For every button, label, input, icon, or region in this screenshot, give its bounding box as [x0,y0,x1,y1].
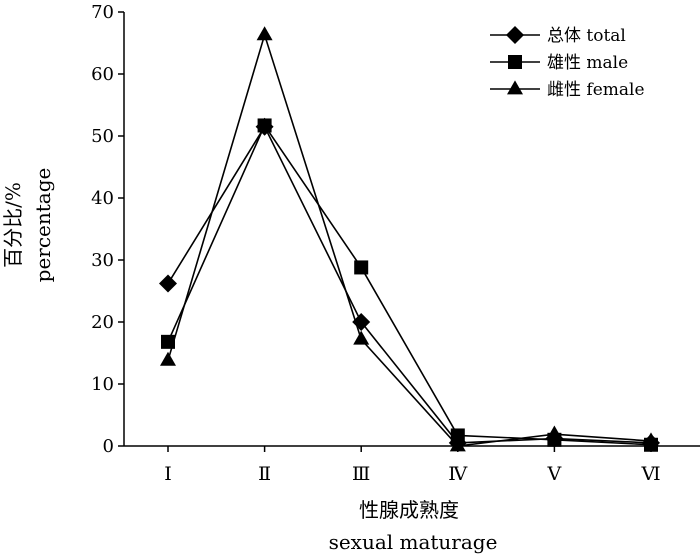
series-markers [159,26,660,452]
data-point-triangle [449,437,466,452]
x-axis-title-en: sexual maturage [329,530,498,554]
data-point-square [257,118,272,133]
y-tick-label: 60 [91,64,114,85]
data-point-diamond [159,274,177,293]
x-axis-title-cn: 性腺成熟度 [359,498,459,522]
x-tick-label: Ⅳ [448,463,468,485]
legend: 总体 total 雄性 male 雌性 female [490,26,645,100]
data-point-triangle [160,351,176,366]
y-axis-title-cn: 百分比/% [1,182,25,268]
series-lines [167,32,652,447]
x-tick-label: Ⅵ [640,463,660,485]
data-point-triangle [546,425,563,440]
legend-marker-diamond [506,26,524,44]
y-tick-label: 30 [91,250,114,271]
x-tick-label: Ⅱ [258,463,271,485]
data-point-triangle [256,26,273,41]
legend-marker-triangle [507,80,523,95]
y-tick-label: 50 [91,126,114,147]
legend-marker-square [508,55,522,69]
x-tick-label: Ⅲ [352,463,370,485]
axes: 0 10 20 30 40 50 60 70 Ⅰ Ⅱ Ⅲ Ⅳ Ⅴ Ⅵ [91,2,700,485]
y-axis-title-en: percentage [31,168,55,283]
data-point-square [450,428,465,443]
data-point-square [354,260,369,275]
y-tick-label: 10 [91,374,114,395]
series-line-square [167,123,652,446]
x-tick-label: Ⅰ [164,463,172,485]
series-line-triangle [167,32,652,447]
data-point-triangle [353,330,370,345]
legend-label: 雌性 female [547,80,645,100]
data-point-diamond [352,313,371,331]
legend-label: 雄性 male [547,53,628,73]
legend-label: 总体 total [547,26,626,46]
y-tick-label: 70 [91,2,114,23]
series-line-diamond [167,125,652,444]
y-tick-label: 20 [91,312,114,333]
x-tick-label: Ⅴ [547,463,562,485]
y-tick-label: 0 [103,436,114,457]
data-point-square [161,334,175,349]
y-tick-label: 40 [91,188,114,209]
data-point-triangle [643,432,659,447]
